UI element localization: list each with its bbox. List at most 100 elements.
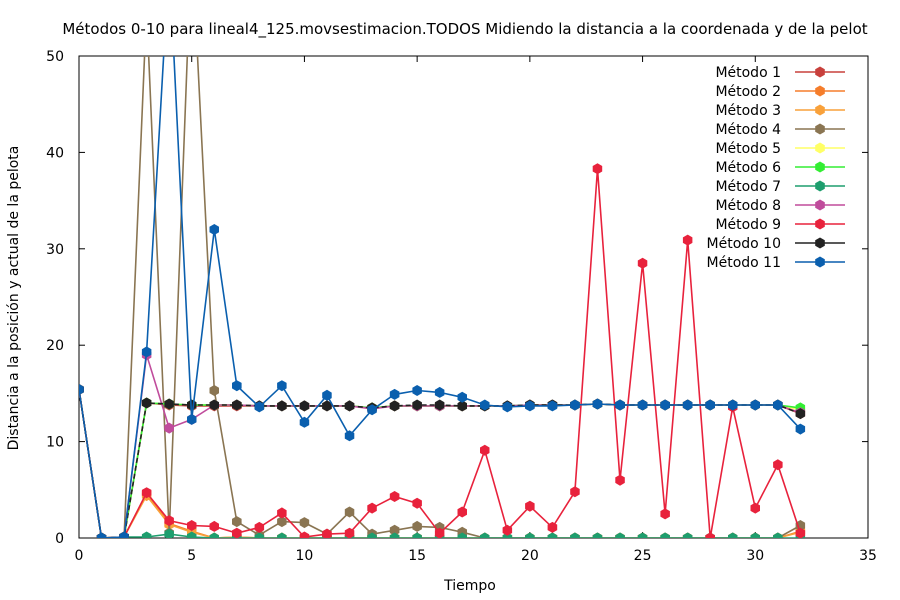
series-11-point	[96, 532, 107, 538]
series-10-point	[434, 399, 445, 411]
series-7-point	[773, 532, 783, 538]
legend-marker	[815, 218, 825, 230]
series-9-point	[367, 502, 377, 514]
series-7-point	[615, 532, 625, 538]
series-11-point	[141, 346, 152, 358]
x-tick-label: 10	[296, 548, 314, 564]
series-8-line	[79, 354, 801, 538]
series-9-point	[682, 234, 693, 246]
series-11-point	[773, 399, 783, 411]
series-4-point	[209, 385, 219, 396]
series-9-point	[457, 506, 467, 518]
series-11-point	[728, 399, 738, 411]
series-10-point	[299, 400, 310, 412]
series-1-line	[79, 389, 801, 538]
series-11-point	[480, 399, 490, 411]
series-9-point	[502, 524, 513, 536]
series-7-point	[525, 532, 535, 538]
series-10-line	[79, 389, 801, 538]
series-11-point	[660, 399, 670, 411]
x-tick-label: 0	[75, 548, 84, 564]
series-9-point	[705, 532, 715, 538]
series-9-point	[750, 502, 760, 514]
series-7-point	[457, 532, 467, 538]
series-11-point	[232, 380, 242, 392]
series-11-point	[79, 384, 84, 395]
series-10-point	[389, 400, 400, 412]
series-10-point	[457, 400, 467, 412]
series-9-point	[141, 487, 152, 499]
plot-area	[79, 2, 806, 538]
series-10-point	[209, 399, 219, 411]
y-tick-label: 20	[46, 338, 64, 354]
series-6-line	[79, 389, 801, 538]
series-11-point	[412, 385, 422, 396]
series-7-point	[254, 532, 265, 538]
x-tick-label: 20	[521, 548, 539, 564]
y-tick-label: 40	[46, 145, 64, 161]
series-9-line	[79, 168, 802, 538]
series-11-point	[502, 401, 513, 413]
series-4-point	[142, 2, 152, 13]
series-10-point	[322, 400, 332, 412]
legend-label: Método 11	[707, 255, 781, 271]
series-10-point	[232, 399, 242, 411]
series-10-point	[344, 400, 355, 412]
series-9-point	[232, 527, 242, 538]
series-10-point	[141, 397, 152, 409]
y-tick-label: 30	[46, 242, 64, 258]
series-11-point	[795, 423, 806, 435]
series-11-point	[434, 386, 445, 398]
series-7-point	[480, 532, 490, 538]
legend-label: Método 2	[715, 84, 781, 100]
legend-marker	[815, 161, 825, 173]
series-11-point	[592, 398, 603, 410]
series-7-point	[547, 532, 558, 538]
series-11-point	[277, 380, 287, 392]
legend-marker	[815, 256, 825, 268]
series-9-point	[547, 521, 558, 533]
x-tick-label: 5	[187, 548, 196, 564]
legend-marker	[815, 85, 825, 97]
series-10-point	[277, 400, 287, 412]
series-11-point	[637, 399, 648, 411]
series-11-point	[367, 404, 377, 416]
series-11-point	[344, 430, 355, 442]
legend-marker	[815, 123, 825, 135]
legend-label: Método 9	[715, 217, 781, 233]
series-8-point	[164, 422, 174, 434]
series-9-point	[480, 444, 490, 456]
series-11-point	[547, 400, 558, 412]
series-4-point	[277, 516, 287, 528]
series-7-point	[637, 532, 648, 538]
series-9-point	[344, 527, 355, 538]
series-11-point	[705, 399, 715, 411]
legend-label: Método 10	[707, 236, 781, 252]
series-9-point	[570, 486, 580, 498]
legend-marker	[815, 237, 825, 249]
series-4-point	[389, 524, 400, 536]
series-9-point	[277, 507, 287, 519]
x-tick-label: 15	[408, 548, 426, 564]
series-7-point	[728, 532, 738, 538]
x-axis-label: Tiempo	[443, 578, 496, 594]
series-9-point	[773, 459, 783, 471]
series-11-point	[615, 399, 625, 411]
series-11-point	[750, 399, 760, 411]
series-11	[79, 56, 806, 538]
series-10-point	[412, 399, 422, 411]
series-10	[79, 384, 806, 538]
series-9-point	[322, 528, 332, 538]
y-axis-label: Distancia a la posición y actual de la p…	[6, 146, 22, 451]
series-4-point	[412, 520, 422, 532]
series-11-line	[79, 56, 801, 538]
series-9-point	[637, 257, 648, 269]
series-2-line	[79, 389, 801, 538]
series-9-point	[389, 491, 400, 502]
series-7-point	[570, 532, 580, 538]
legend-label: Método 8	[715, 198, 781, 214]
series-5-line	[79, 389, 801, 538]
legend-marker	[815, 180, 825, 192]
x-tick-label: 30	[746, 548, 764, 564]
legend-label: Método 5	[715, 141, 781, 157]
